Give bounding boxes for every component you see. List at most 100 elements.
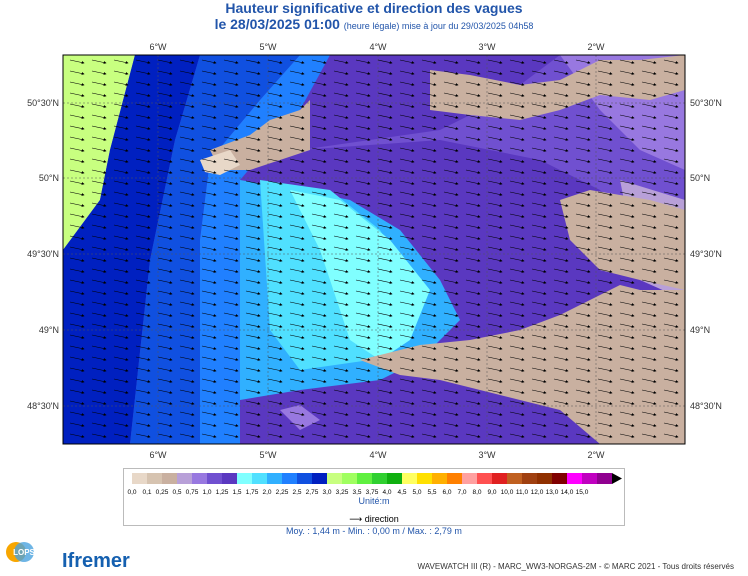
lops-logo: LOPS <box>6 542 36 562</box>
direction-arrow <box>267 213 283 218</box>
direction-arrow <box>311 389 327 394</box>
direction-arrow <box>333 125 349 130</box>
direction-arrow <box>531 356 547 361</box>
direction-arrow <box>267 257 283 262</box>
direction-arrow <box>201 202 217 207</box>
direction-arrow <box>355 169 371 174</box>
direction-arrow <box>69 59 85 64</box>
direction-arrow <box>619 235 635 240</box>
direction-arrow <box>399 433 415 438</box>
direction-arrow <box>113 70 129 75</box>
direction-arrow <box>355 224 371 229</box>
direction-arrow <box>311 400 327 405</box>
left-lat-label: 49°N <box>39 325 59 335</box>
direction-arrow <box>157 180 173 185</box>
direction-arrow <box>421 257 437 262</box>
legend-tick-label: 11,0 <box>516 489 529 496</box>
direction-arrow <box>333 180 349 185</box>
direction-arrow <box>443 378 459 383</box>
direction-arrow <box>333 433 349 438</box>
direction-arrow <box>619 169 635 174</box>
direction-arrow <box>201 257 217 262</box>
direction-arrow <box>465 136 481 141</box>
direction-arrow <box>487 301 503 306</box>
direction-arrow <box>553 158 569 163</box>
direction-arrow <box>311 301 327 306</box>
direction-arrow <box>465 400 481 405</box>
direction-arrow <box>421 114 437 119</box>
direction-arrow <box>201 367 217 372</box>
direction-arrow <box>245 103 261 108</box>
direction-arrow <box>91 202 107 207</box>
direction-arrow <box>663 433 679 438</box>
direction-arrow <box>223 268 239 273</box>
direction-arrow <box>179 70 195 75</box>
direction-arrow <box>641 169 657 174</box>
direction-arrow <box>377 246 393 251</box>
direction-arrow <box>179 290 195 295</box>
direction-arrow <box>223 191 239 196</box>
direction-arrow <box>91 81 107 86</box>
direction-arrow <box>377 389 393 394</box>
direction-arrow <box>267 367 283 372</box>
direction-arrow <box>553 202 569 207</box>
direction-arrow <box>201 103 217 108</box>
direction-arrow <box>157 433 173 438</box>
legend-swatch <box>462 473 477 484</box>
direction-arrow <box>641 224 657 229</box>
direction-arrow <box>465 81 481 86</box>
direction-arrow <box>311 356 327 361</box>
direction-arrow <box>399 367 415 372</box>
direction-arrow <box>399 81 415 86</box>
direction-arrow <box>201 169 217 174</box>
direction-arrow <box>443 422 459 427</box>
direction-arrow <box>619 378 635 383</box>
direction-arrow <box>289 389 305 394</box>
direction-arrow <box>377 268 393 273</box>
direction-arrow <box>531 180 547 185</box>
direction-arrow <box>619 367 635 372</box>
direction-arrow <box>377 70 393 75</box>
direction-arrow <box>663 257 679 262</box>
direction-arrow <box>487 180 503 185</box>
direction-arrow <box>113 169 129 174</box>
direction-arrow <box>377 290 393 295</box>
stats-line: Moy. : 1,44 m - Min. : 0,00 m / Max. : 2… <box>286 526 462 536</box>
direction-arrow <box>179 323 195 328</box>
legend-swatch <box>597 473 612 484</box>
direction-arrow <box>179 169 195 174</box>
direction-arrow <box>465 103 481 108</box>
direction-arrow <box>355 334 371 339</box>
direction-arrow <box>113 290 129 295</box>
direction-arrow <box>663 92 679 97</box>
direction-arrow <box>421 323 437 328</box>
direction-arrow <box>553 191 569 196</box>
direction-arrow <box>663 70 679 75</box>
direction-arrow <box>465 191 481 196</box>
direction-arrow <box>641 345 657 350</box>
direction-arrow <box>377 136 393 141</box>
direction-arrow <box>91 345 107 350</box>
direction-arrow <box>421 147 437 152</box>
direction-arrow <box>333 312 349 317</box>
direction-arrow <box>663 180 679 185</box>
direction-arrow <box>619 323 635 328</box>
direction-arrow <box>311 235 327 240</box>
direction-arrow <box>69 323 85 328</box>
direction-arrow <box>443 59 459 64</box>
direction-arrow <box>399 246 415 251</box>
direction-arrow <box>157 400 173 405</box>
direction-arrow <box>553 92 569 97</box>
direction-arrow <box>421 268 437 273</box>
direction-arrow <box>157 103 173 108</box>
direction-arrow <box>333 246 349 251</box>
direction-arrow <box>91 235 107 240</box>
direction-arrow <box>663 334 679 339</box>
direction-arrow <box>223 136 239 141</box>
direction-arrow <box>597 389 613 394</box>
direction-arrow <box>113 422 129 427</box>
top-lon-label: 3°W <box>478 42 496 52</box>
direction-label: direction <box>364 514 399 524</box>
direction-arrow <box>201 81 217 86</box>
legend-tick-label: 1,0 <box>202 489 211 496</box>
